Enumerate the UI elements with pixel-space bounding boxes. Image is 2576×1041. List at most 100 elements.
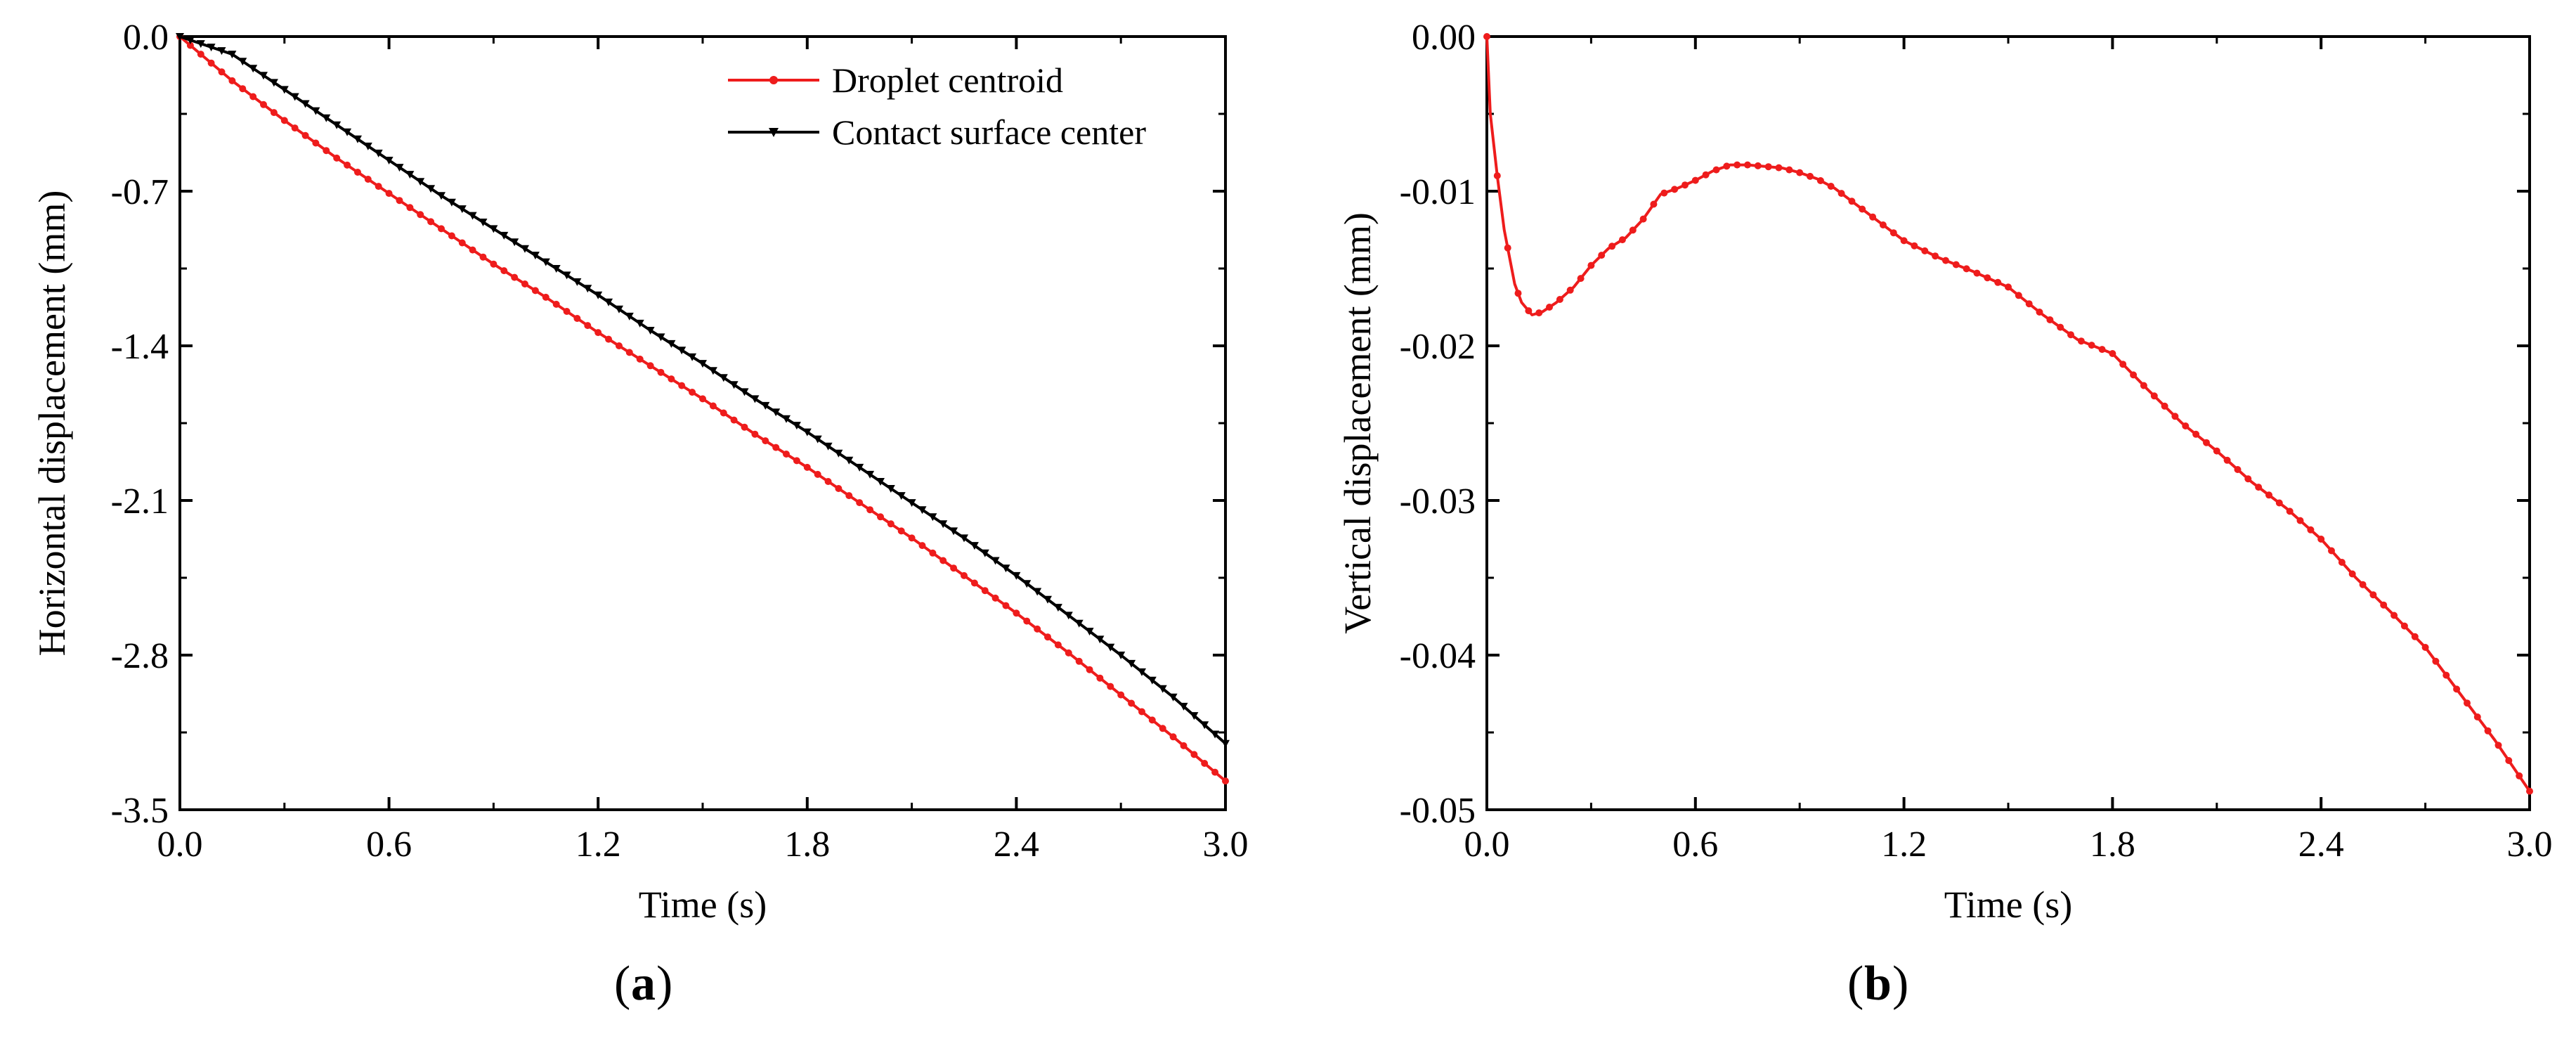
a-point-contact-surface-center-32 [510, 238, 519, 247]
legend-marker-droplet-centroid [769, 76, 778, 84]
a-point-droplet-centroid-29 [479, 253, 487, 261]
b-ytick-label-3: -0.03 [1400, 481, 1476, 522]
a-point-droplet-centroid-21 [396, 197, 403, 205]
b-point-vertical-displacement-1 [1493, 172, 1501, 179]
a-point-droplet-centroid-97 [1190, 751, 1198, 758]
b-point-vertical-displacement-11 [1598, 252, 1606, 259]
a-point-droplet-centroid-8 [260, 101, 267, 108]
a-point-droplet-centroid-84 [1054, 641, 1062, 649]
a-point-droplet-centroid-24 [427, 218, 435, 226]
a-point-droplet-centroid-92 [1138, 708, 1145, 716]
b-point-vertical-displacement-57 [2077, 337, 2085, 345]
b-point-vertical-displacement-75 [2265, 491, 2272, 499]
a-point-droplet-centroid-36 [552, 300, 560, 308]
series-a [176, 33, 1230, 785]
a-point-droplet-centroid-45 [646, 362, 654, 370]
a-point-contact-surface-center-82 [1033, 588, 1042, 596]
a-ytick-label-5: -3.5 [111, 791, 169, 831]
a-ytick-label-0: 0.0 [123, 18, 169, 58]
a-ytick-label-3: -2.1 [111, 481, 169, 522]
b-point-vertical-displacement-59 [2098, 346, 2106, 354]
b-point-vertical-displacement-58 [2088, 342, 2095, 349]
a-point-droplet-centroid-81 [1023, 617, 1031, 625]
b-point-vertical-displacement-76 [2275, 499, 2283, 507]
b-point-vertical-displacement-39 [1889, 229, 1897, 237]
b-point-vertical-displacement-23 [1723, 162, 1731, 170]
b-point-vertical-displacement-36 [1859, 205, 1866, 213]
b-point-vertical-displacement-98 [2505, 757, 2513, 764]
b-point-vertical-displacement-12 [1608, 243, 1616, 250]
a-point-contact-surface-center-70 [907, 499, 916, 507]
a-point-droplet-centroid-73 [939, 557, 947, 564]
b-point-vertical-displacement-22 [1712, 166, 1720, 174]
a-point-droplet-centroid-47 [668, 375, 675, 383]
plot-frame-b [1485, 35, 2531, 811]
a-point-droplet-centroid-20 [385, 190, 393, 198]
a-point-droplet-centroid-52 [720, 409, 727, 417]
a-point-contact-surface-center-41 [604, 298, 613, 306]
a-point-contact-surface-center-81 [1022, 580, 1032, 588]
a-point-droplet-centroid-9 [270, 109, 278, 117]
a-point-droplet-centroid-78 [991, 594, 999, 602]
a-point-contact-surface-center-43 [625, 312, 634, 321]
a-point-droplet-centroid-66 [866, 506, 874, 514]
a-point-contact-surface-center-46 [656, 333, 665, 342]
a-point-droplet-centroid-100 [1222, 777, 1229, 785]
a-point-contact-surface-center-0 [176, 33, 184, 41]
a-point-contact-surface-center-1 [186, 37, 195, 44]
a-point-contact-surface-center-22 [405, 171, 415, 179]
a-point-droplet-centroid-32 [511, 273, 519, 281]
panel-label-a: a [631, 957, 656, 1011]
a-point-droplet-centroid-6 [239, 85, 247, 93]
b-point-vertical-displacement-54 [2046, 316, 2054, 323]
a-point-droplet-centroid-88 [1096, 674, 1104, 682]
a-point-droplet-centroid-91 [1128, 699, 1136, 707]
a-point-contact-surface-center-73 [939, 520, 948, 529]
a-point-droplet-centroid-13 [312, 139, 320, 147]
a-point-contact-surface-center-64 [845, 456, 854, 465]
b-point-vertical-displacement-10 [1587, 261, 1595, 269]
a-point-droplet-centroid-95 [1169, 733, 1177, 741]
svg-text:(: ( [1847, 957, 1863, 1011]
a-point-droplet-centroid-86 [1075, 657, 1083, 665]
a-point-contact-surface-center-5 [228, 51, 237, 59]
x-axis-title-b: Time (s) [1944, 884, 2073, 926]
svg-text:): ) [1892, 957, 1908, 1011]
a-point-droplet-centroid-12 [301, 131, 309, 139]
b-point-vertical-displacement-79 [2307, 526, 2315, 534]
b-point-vertical-displacement-60 [2109, 350, 2116, 357]
b-point-vertical-displacement-73 [2244, 475, 2252, 483]
a-xtick-label-3: 1.8 [784, 825, 830, 865]
a-point-contact-surface-center-83 [1043, 595, 1052, 604]
b-point-vertical-displacement-19 [1681, 181, 1689, 189]
a-point-contact-surface-center-56 [761, 401, 770, 410]
a-point-droplet-centroid-83 [1044, 633, 1051, 641]
a-point-contact-surface-center-12 [301, 100, 310, 108]
b-ytick-label-2: -0.02 [1400, 327, 1476, 367]
b-point-vertical-displacement-86 [2380, 601, 2388, 609]
b-point-vertical-displacement-82 [2338, 559, 2346, 566]
b-xtick-label-2: 1.2 [1881, 825, 1927, 865]
b-point-vertical-displacement-93 [2453, 685, 2461, 693]
b-point-vertical-displacement-77 [2286, 507, 2294, 515]
a-point-contact-surface-center-62 [824, 442, 833, 451]
b-point-vertical-displacement-62 [2130, 371, 2138, 379]
a-point-contact-surface-center-96 [1179, 702, 1188, 711]
a-point-droplet-centroid-98 [1201, 760, 1209, 767]
a-point-contact-surface-center-2 [196, 40, 205, 49]
a-point-droplet-centroid-17 [354, 169, 361, 176]
b-point-vertical-displacement-64 [2150, 392, 2158, 400]
a-point-droplet-centroid-40 [594, 329, 602, 337]
a-point-contact-surface-center-7 [249, 65, 258, 73]
a-point-contact-surface-center-76 [970, 542, 979, 550]
a-xtick-label-1: 0.6 [366, 825, 412, 865]
b-point-vertical-displacement-43 [1932, 252, 1939, 260]
b-point-vertical-displacement-3 [1514, 290, 1522, 297]
b-point-vertical-displacement-38 [1879, 221, 1887, 228]
b-xtick-label-5: 3.0 [2507, 825, 2553, 865]
a-point-droplet-centroid-43 [625, 349, 633, 356]
a-point-droplet-centroid-48 [678, 382, 686, 389]
b-point-vertical-displacement-94 [2464, 699, 2471, 707]
a-point-contact-surface-center-39 [583, 285, 592, 293]
a-point-contact-surface-center-89 [1106, 643, 1115, 652]
